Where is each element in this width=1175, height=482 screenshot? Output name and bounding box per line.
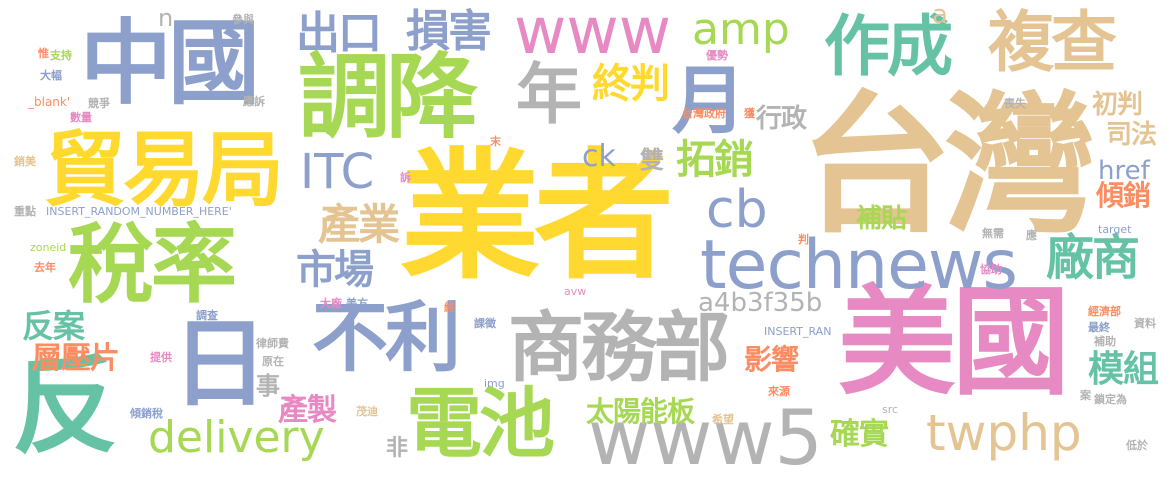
word-buzhu: 補助	[1094, 335, 1116, 348]
word-n: n	[158, 4, 174, 32]
word-shuliang: 數量	[70, 111, 92, 124]
word-suodingwei: 鎖定為	[1094, 393, 1127, 406]
word-pan: 判	[798, 233, 809, 246]
word-src: src	[882, 403, 899, 416]
word-zoneid: zoneid	[30, 241, 67, 254]
word-sunhai: 損害	[406, 6, 492, 57]
word-zhong: 終	[444, 301, 455, 314]
word-zuizhong: 最終	[1088, 321, 1110, 334]
word-xiaomei: 銷美	[14, 155, 36, 168]
word-mozu: 模組	[1088, 349, 1159, 390]
word-ziliao: 資料	[1134, 317, 1156, 330]
word-mo: 末	[490, 135, 501, 148]
word-nian: 年	[516, 56, 582, 133]
word-canyu: 參與	[232, 13, 254, 26]
word-zhongguo: 中國	[80, 10, 260, 117]
word-chukou: 出口	[296, 8, 382, 59]
word-cengyapian: 層壓片	[32, 341, 120, 376]
word-sangshi: 喪失	[1004, 97, 1026, 110]
word-buli: 不利	[312, 293, 461, 382]
word-tiaojiang: 調降	[298, 44, 478, 151]
word-qingxiao: 傾銷	[1096, 179, 1151, 212]
word-target: target	[1098, 223, 1132, 236]
word-meifang: 美方	[346, 297, 368, 310]
word-dachang: 大廠	[320, 297, 342, 310]
word-jingzheng: 競爭	[88, 97, 110, 110]
word-butie: 補貼	[856, 204, 907, 234]
word-delivery: delivery	[148, 412, 325, 463]
word-maoyiju: 貿易局	[44, 123, 284, 218]
word-an: 案	[1080, 389, 1091, 402]
word-blank: _blank'	[28, 95, 71, 109]
word-lvshifei: 律師費	[256, 337, 289, 350]
word-sifa: 司法	[1106, 120, 1157, 150]
word-tuoxiao: 拓銷	[676, 137, 754, 183]
word-taiyangnengban: 太陽能板	[586, 395, 695, 428]
word-chanzhi: 產製	[278, 393, 337, 428]
word-img: img	[484, 377, 505, 390]
word-ri: 日	[172, 308, 268, 420]
word-qunian: 去年	[34, 261, 56, 274]
word-technews: technews	[700, 226, 1018, 305]
word-diaocha: 調查	[196, 309, 218, 322]
word-yingxiang: 影響	[744, 343, 799, 376]
word-avw: avw	[564, 285, 587, 298]
word-su: 訴	[400, 171, 411, 184]
word-itc: ITC	[300, 144, 375, 200]
word-ck: ck	[582, 139, 616, 174]
word-tigong: 提供	[150, 351, 172, 364]
word-shangwubu: 商務部	[508, 303, 730, 392]
word-cb: cb	[706, 180, 768, 240]
word-changshang: 廠商	[1046, 230, 1140, 286]
word-wei: 惟	[38, 47, 49, 60]
word-insert-random: INSERT_RANDOM_NUMBER_HERE'	[46, 205, 232, 218]
word-chanye: 產業	[318, 200, 400, 249]
word-fanan: 反案	[22, 307, 85, 345]
word-wuxu: 無需	[982, 227, 1004, 240]
word-diyu: 低於	[1126, 439, 1148, 452]
word-xiwang: 希望	[712, 413, 734, 426]
word-zhichi: 支持	[50, 49, 72, 62]
word-fei: 非	[386, 436, 409, 461]
word-youshi: 優勢	[706, 49, 728, 62]
word-yezhe: 業者	[400, 136, 674, 299]
word-twphp: twphp	[926, 404, 1082, 462]
word-shuilv: 稅率	[68, 215, 237, 315]
word-taiwan: 台灣	[800, 77, 1096, 254]
word-a4b3f35b: a4b3f35b	[698, 288, 823, 318]
word-yuanzai: 原在	[262, 355, 284, 368]
word-huo: 獲	[744, 107, 755, 120]
word-www5: www5	[588, 393, 823, 482]
word-chupan: 初判	[1092, 90, 1143, 120]
word-zuocheng: 作成	[824, 8, 953, 85]
word-meiguo: 美國	[838, 273, 1070, 411]
word-laiyuan: 來源	[768, 385, 790, 398]
word-fucha: 複查	[988, 4, 1117, 81]
word-yingsu: 應訴	[243, 95, 265, 108]
word-maodi: 茂迪	[356, 405, 378, 418]
word-www: www	[514, 0, 672, 69]
word-shi: 事	[256, 372, 280, 400]
word-href: href	[1098, 156, 1150, 186]
word-zhongpan: 終判	[592, 61, 670, 107]
word-queshi: 確實	[830, 417, 889, 452]
word-shichang: 市場	[296, 247, 374, 293]
word-jingjibu: 經濟部	[1088, 305, 1121, 318]
word-taiwanzhengfu: 台灣政府	[682, 107, 726, 120]
word-ying: 應	[1026, 229, 1037, 242]
word-xingzheng: 行政	[756, 104, 807, 134]
word-qingxiaoshui: 傾銷稅	[130, 407, 163, 420]
word-dianchi: 電池	[406, 379, 555, 468]
word-zhongdian: 重點	[14, 205, 36, 218]
word-insert-ran: INSERT_RAN	[764, 325, 832, 338]
word-xiezhu: 協助	[980, 263, 1002, 276]
word-amp: amp	[692, 4, 790, 55]
word-a: a	[932, 0, 948, 30]
word-dafu: 大幅	[40, 69, 62, 82]
word-kezheng: 課徵	[474, 317, 496, 330]
word-yue: 月	[672, 58, 746, 144]
word-fan: 反	[12, 345, 118, 468]
word-shuang: 雙	[640, 146, 664, 174]
